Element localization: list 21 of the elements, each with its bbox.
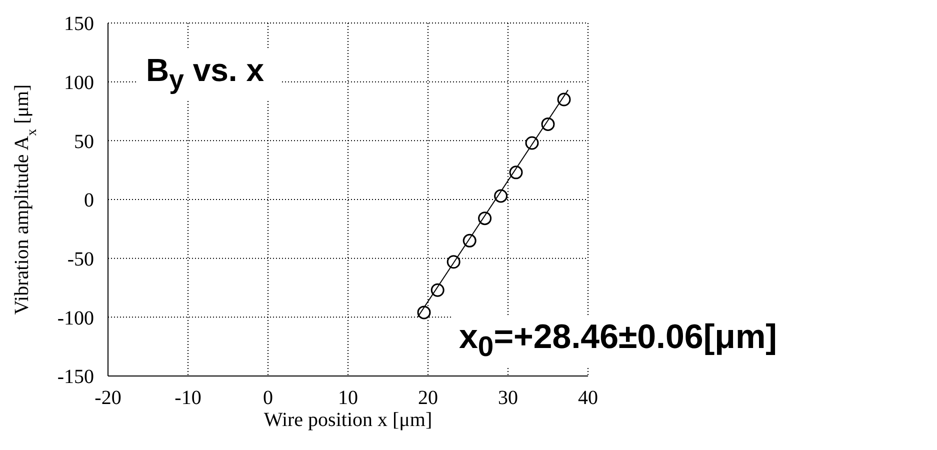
x-tick-label: 30: [498, 387, 518, 410]
y-tick-label: -100: [57, 307, 94, 330]
y-tick-label: 50: [74, 130, 94, 153]
x-axis-title: Wire position x [μm]: [264, 409, 432, 431]
y-tick-label: 0: [84, 190, 94, 212]
point: [509, 166, 523, 180]
x-tick-label: 0: [263, 387, 273, 410]
annotation: B$_{y}$ vs. x: [138, 48, 280, 102]
y-tick-label: 100: [64, 72, 94, 94]
x-tick-label: 10: [338, 387, 358, 410]
point: [430, 283, 444, 297]
y-tick-label: -50: [67, 248, 94, 270]
x-tick-label: 40: [578, 387, 598, 410]
y-tick-label: 150: [64, 13, 94, 36]
point: [557, 92, 571, 106]
y-tick-label: -150: [57, 366, 94, 388]
x-tick-label: -10: [174, 387, 202, 410]
point: [478, 212, 492, 226]
annotation: x$_{0}$=+28.46±0.06[μm]: [453, 316, 783, 366]
x-tick-label: 20: [418, 387, 438, 410]
x-tick-label: -20: [94, 387, 122, 410]
